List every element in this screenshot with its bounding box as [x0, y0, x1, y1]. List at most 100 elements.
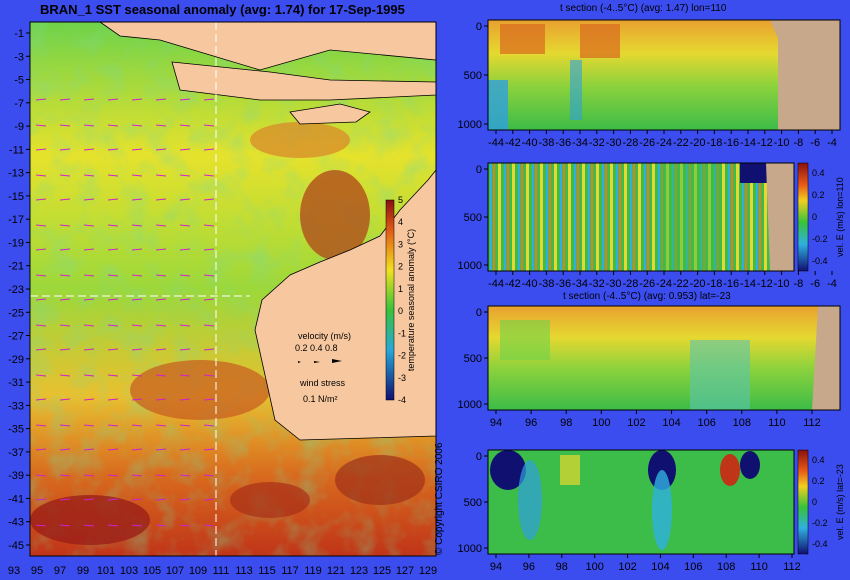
- wind-arrow: [203, 398, 215, 401]
- wind-arrow: [155, 224, 167, 227]
- section-x-tick-label: 112: [803, 417, 821, 429]
- wind-arrow: [107, 424, 119, 427]
- wind-arrow: [107, 474, 119, 477]
- map-y-tick-label: -41: [8, 493, 24, 505]
- wind-arrow: [83, 198, 95, 201]
- map-y-tick-label: -45: [8, 540, 24, 552]
- wind-arrow: [35, 374, 47, 377]
- wind-arrow: [179, 274, 191, 277]
- wind-arrow: [59, 448, 71, 451]
- wind-arrow: [179, 448, 191, 451]
- map-y-tick-label: -37: [8, 447, 24, 459]
- vel-lon-colorbar-label: vel. E (m/s) lon=110: [835, 177, 845, 257]
- wind-arrow: [155, 148, 167, 151]
- t-section-lon-plot: [487, 19, 841, 131]
- wind-arrow: [131, 274, 143, 277]
- map-y-tick-label: -35: [8, 424, 24, 436]
- wind-arrow: [155, 524, 167, 527]
- sst-colorbar-ticks: 5 4 3 2 1 0 -1 -2 -3 -4: [398, 195, 406, 405]
- map-y-tick-label: -23: [8, 284, 24, 296]
- map-y-tick-label: -7: [14, 98, 24, 110]
- vel-colorbar-tick-label: -0.2: [812, 234, 828, 244]
- wind-arrow: [107, 98, 119, 101]
- map-x-tick-label: 125: [373, 565, 391, 577]
- map-x-tick-label: 119: [304, 565, 322, 577]
- map-y-tick-label: -29: [8, 354, 24, 366]
- sst-colorbar-tick-label: 1: [398, 284, 403, 294]
- map-y-tick-label: -25: [8, 307, 24, 319]
- vel-lat-colorbar-label: vel. E (m/s) lat=-23: [835, 464, 845, 540]
- wind-arrow: [179, 224, 191, 227]
- sst-colorbar-label: temperature seasonal anomaly (°C): [406, 229, 416, 371]
- wind-arrow: [35, 198, 47, 201]
- wind-arrow: [203, 248, 215, 251]
- vel-colorbar-tick-label: 0: [812, 212, 817, 222]
- section-x-tick-label: -12: [757, 137, 773, 149]
- section-x-tick-label: -16: [723, 137, 739, 149]
- wind-arrow: [203, 224, 215, 227]
- t-lon-y-ticks: 0 500 1000: [458, 21, 488, 131]
- wind-arrow: [203, 498, 215, 501]
- section-x-tick-label: -4: [827, 137, 837, 149]
- wind-arrow: [203, 524, 215, 527]
- section-x-tick-label: -34: [572, 137, 588, 149]
- wind-arrow: [59, 98, 71, 101]
- section-x-tick-label: -40: [522, 137, 538, 149]
- main-title: BRAN_1 SST seasonal anomaly (avg: 1.74) …: [40, 2, 405, 17]
- wind-arrow: [131, 248, 143, 251]
- wind-arrow: [155, 324, 167, 327]
- section-x-tick-label: -38: [538, 278, 554, 290]
- wind-arrow: [59, 474, 71, 477]
- t-lon-x-ticks: -44 -42 -40 -38 -36 -34 -32 -30 -28 -26 -24 -22 -20-…: [488, 130, 837, 149]
- wind-arrow: [131, 424, 143, 427]
- wind-arrow: [59, 498, 71, 501]
- section-x-tick-label: 108: [733, 417, 751, 429]
- section-x-tick-label: -8: [794, 137, 804, 149]
- wind-arrow: [155, 348, 167, 351]
- wind-arrow: [83, 424, 95, 427]
- section-x-tick-label: -8: [794, 278, 804, 290]
- map-x-tick-label: 107: [166, 565, 184, 577]
- wind-arrow: [35, 148, 47, 151]
- wind-arrow: [179, 324, 191, 327]
- wind-arrow: [107, 224, 119, 227]
- section-x-tick-label: 100: [585, 561, 603, 573]
- velocity-legend-title: velocity (m/s): [298, 331, 351, 341]
- wind-arrow: [131, 474, 143, 477]
- vel-lon-colorbar: [797, 162, 809, 272]
- sst-colorbar-tick-label: 0: [398, 306, 403, 316]
- wind-arrow: [35, 398, 47, 401]
- map-x-tick-label: 99: [77, 565, 89, 577]
- t-lon-title: t section (-4..5°C) (avg: 1.47) lon=110: [560, 3, 727, 14]
- section-x-tick-label: -18: [706, 278, 722, 290]
- wind-arrow: [83, 448, 95, 451]
- wind-arrow: [155, 424, 167, 427]
- vel-colorbar-tick-label: -0.4: [812, 539, 828, 549]
- section-y-tick-label: 0: [476, 307, 482, 319]
- sst-colorbar-tick-label: 2: [398, 262, 403, 272]
- vel-lat-y-ticks: 0 500 1000: [458, 451, 488, 555]
- map-y-tick-label: -31: [8, 377, 24, 389]
- wind-arrow: [59, 124, 71, 127]
- wind-arrow: [131, 298, 143, 301]
- map-y-tick-label: -33: [8, 400, 24, 412]
- wind-arrow: [179, 248, 191, 251]
- wind-arrow: [179, 398, 191, 401]
- wind-arrow: [83, 248, 95, 251]
- section-x-tick-label: -36: [555, 137, 571, 149]
- wind-arrow: [107, 274, 119, 277]
- wind-arrow: [83, 324, 95, 327]
- wind-arrow: [203, 374, 215, 377]
- wind-arrow: [107, 398, 119, 401]
- wind-arrow: [155, 98, 167, 101]
- wind-arrow: [179, 298, 191, 301]
- wind-arrow: [203, 448, 215, 451]
- wind-arrow: [155, 448, 167, 451]
- wind-arrow: [107, 498, 119, 501]
- section-y-tick-label: 1000: [458, 399, 482, 411]
- section-x-tick-label: -14: [740, 278, 756, 290]
- section-x-tick-label: 110: [768, 417, 786, 429]
- vel-section-lat-plot: [487, 449, 795, 555]
- wind-arrow: [131, 498, 143, 501]
